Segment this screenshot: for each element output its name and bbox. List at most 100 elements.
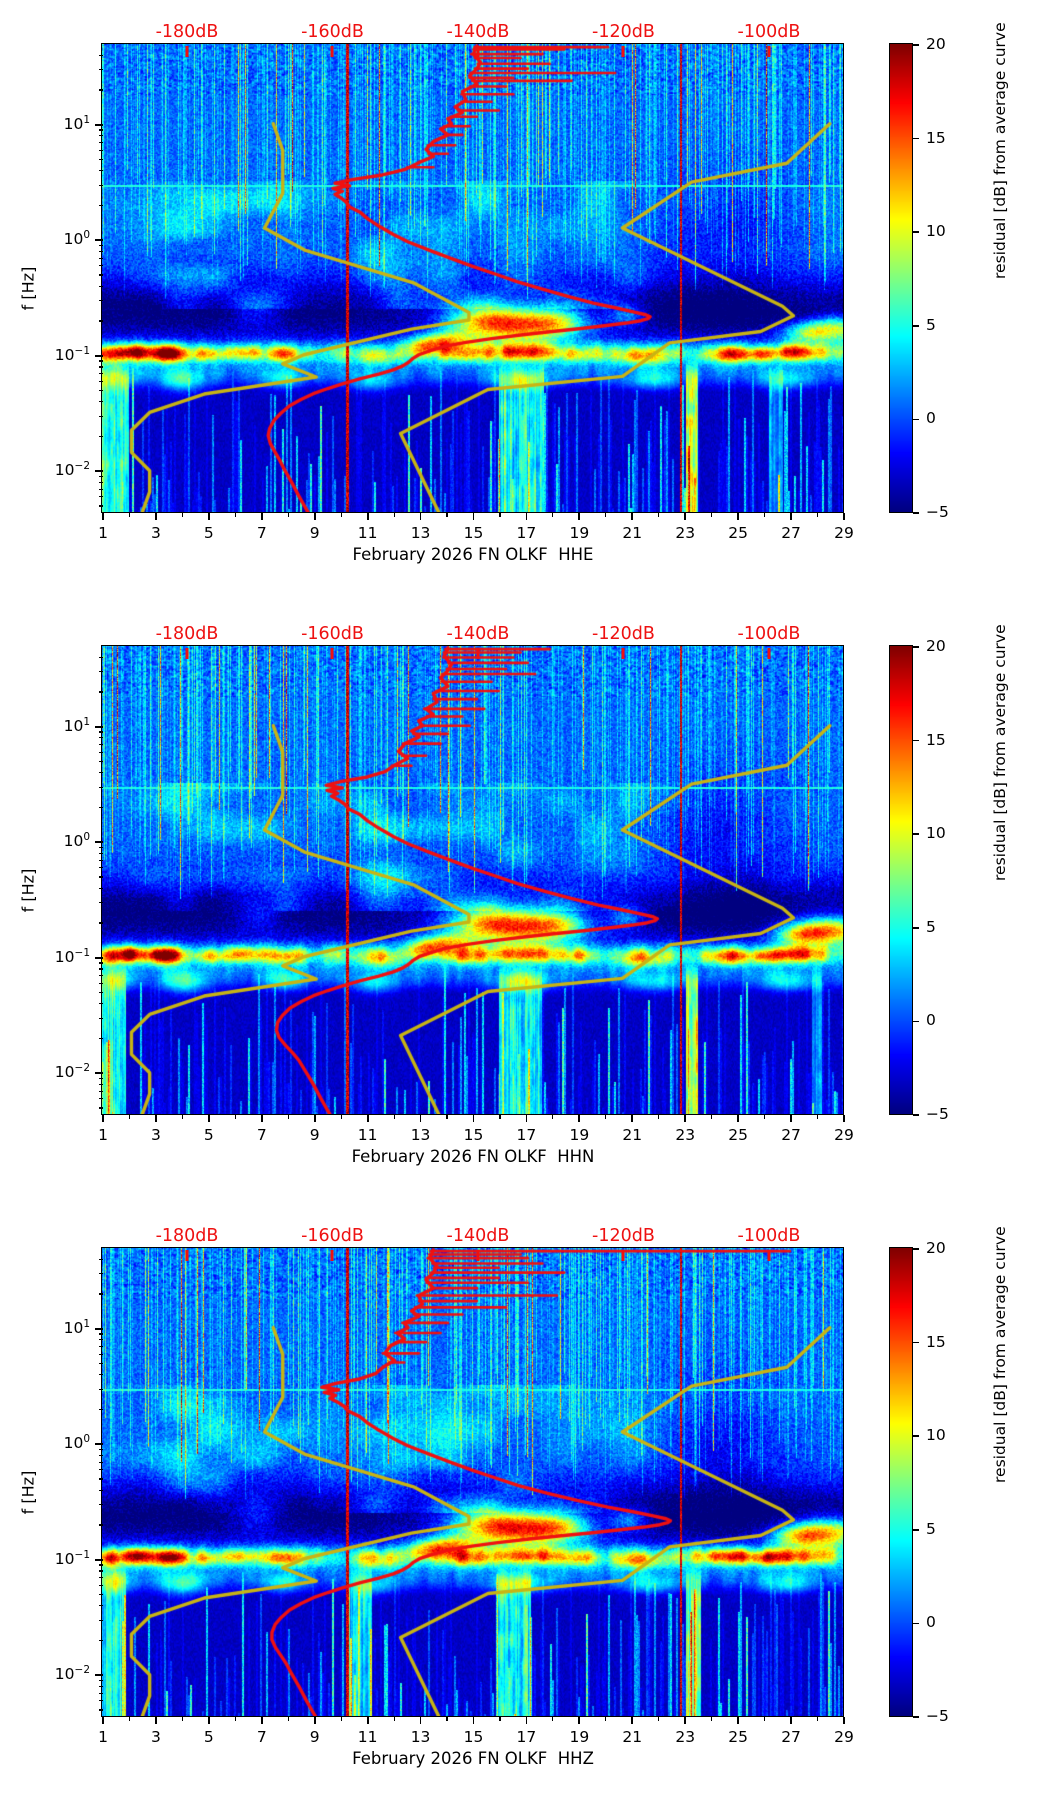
x-minor-tick	[393, 1717, 395, 1721]
colorbar	[889, 43, 914, 514]
x-major-tick	[155, 1717, 157, 1724]
colorbar-tick	[913, 1248, 919, 1250]
y-minor-tick	[98, 1461, 103, 1463]
y-minor-tick	[98, 475, 103, 478]
y-minor-tick	[98, 1577, 103, 1579]
y-axis-label: f [Hz]	[18, 1470, 38, 1515]
x-minor-tick	[287, 1115, 289, 1119]
y-minor-tick	[98, 691, 103, 693]
y-minor-tick	[98, 1345, 103, 1348]
x-minor-tick	[340, 1115, 342, 1119]
colorbar-tick-label: 0	[926, 1613, 936, 1632]
x-major-tick	[525, 513, 528, 520]
y-tick-label: 10−2	[54, 1664, 90, 1684]
db-tick-label: -120dB	[592, 1226, 655, 1246]
colorbar-tick	[913, 1435, 919, 1438]
colorbar	[889, 645, 914, 1116]
db-tick-label: -180dB	[155, 22, 219, 42]
colorbar-tick-label: 15	[926, 730, 946, 749]
x-minor-tick	[816, 1717, 819, 1721]
x-tick-label: 21	[622, 524, 643, 542]
y-minor-tick	[98, 760, 103, 763]
db-tick-mark	[621, 1250, 625, 1261]
colorbar-tick-label: 0	[926, 409, 936, 428]
y-minor-tick	[98, 265, 103, 267]
spectrogram-canvas	[102, 646, 844, 1115]
y-minor-tick	[98, 204, 103, 207]
colorbar-tick	[913, 137, 919, 140]
x-major-tick	[313, 1115, 316, 1122]
colorbar-tick	[913, 1114, 919, 1116]
y-major-tick	[95, 239, 103, 242]
x-minor-tick	[816, 513, 819, 517]
db-tick-mark	[330, 648, 334, 659]
x-minor-tick	[181, 513, 183, 517]
colorbar-tick	[913, 231, 919, 234]
y-minor-tick	[98, 743, 103, 746]
y-minor-tick	[98, 158, 103, 161]
y-minor-tick	[98, 129, 103, 131]
y-minor-tick	[98, 1353, 103, 1355]
y-tick-label: 10−1	[54, 344, 90, 364]
x-minor-tick	[340, 1717, 342, 1721]
y-minor-tick	[98, 1454, 103, 1456]
y-minor-tick	[98, 1584, 103, 1586]
db-tick-label: -180dB	[155, 624, 219, 644]
spectrogram-panel-hhn: -180dB -160dB -140dB -120dB -100dB f [Hz] Fe…	[0, 602, 1052, 1204]
y-minor-tick	[98, 1388, 103, 1390]
x-major-tick	[472, 1115, 475, 1122]
x-minor-tick	[711, 1115, 713, 1119]
y-minor-tick	[98, 184, 103, 186]
colorbar	[889, 1247, 914, 1718]
x-tick-label: 3	[150, 1728, 161, 1746]
y-minor-tick	[98, 481, 103, 484]
x-major-tick	[737, 1115, 740, 1122]
x-tick-label: 15	[463, 524, 484, 542]
x-tick-label: 29	[834, 524, 854, 542]
y-axis-label: f [Hz]	[18, 868, 38, 913]
y-minor-tick	[98, 1448, 103, 1451]
y-minor-tick	[98, 366, 103, 368]
panel-title: February 2026 FN OLKF HHE	[352, 545, 594, 564]
y-tick-label: 100	[63, 1433, 90, 1453]
x-major-tick	[790, 1717, 792, 1724]
y-major-tick	[95, 354, 103, 357]
panel-title: February 2026 FN OLKF HHN	[351, 1147, 595, 1166]
x-tick-label: 5	[203, 1126, 214, 1144]
y-minor-tick	[98, 170, 103, 172]
x-tick-label: 13	[410, 1126, 431, 1144]
x-major-tick	[843, 1115, 845, 1122]
colorbar-tick-label: 10	[926, 1426, 946, 1445]
x-tick-label: 15	[463, 1126, 484, 1144]
x-major-tick	[631, 513, 634, 520]
y-minor-tick	[98, 250, 103, 252]
colorbar-tick-label: −5	[926, 1105, 949, 1123]
db-tick-label: -140dB	[446, 1226, 510, 1246]
top-db-axis: -180dB -160dB -140dB -120dB -100dB	[0, 624, 1052, 644]
x-minor-tick	[658, 513, 660, 517]
colorbar-tick	[913, 44, 919, 46]
db-tick-mark	[476, 648, 480, 659]
x-major-tick	[102, 1717, 104, 1724]
x-tick-label: 17	[516, 1728, 537, 1746]
db-tick-mark	[767, 1250, 771, 1261]
x-tick-label: 9	[309, 1126, 320, 1144]
x-tick-label: 9	[309, 524, 320, 542]
x-tick-label: 7	[256, 1728, 267, 1746]
x-minor-tick	[605, 513, 607, 517]
y-minor-tick	[98, 975, 103, 977]
x-major-tick	[631, 1115, 634, 1122]
x-minor-tick	[658, 1115, 660, 1119]
x-tick-label: 13	[410, 524, 431, 542]
x-tick-label: 1	[98, 524, 108, 542]
x-minor-tick	[816, 1115, 819, 1119]
colorbar-canvas	[890, 1248, 913, 1717]
y-minor-tick	[98, 1593, 103, 1596]
y-minor-tick	[98, 1339, 103, 1341]
x-tick-label: 29	[834, 1126, 854, 1144]
x-tick-label: 17	[516, 1126, 537, 1144]
x-minor-tick	[181, 1115, 183, 1119]
x-major-tick	[578, 1717, 581, 1724]
y-minor-tick	[98, 89, 103, 91]
db-tick-label: -120dB	[592, 624, 655, 644]
